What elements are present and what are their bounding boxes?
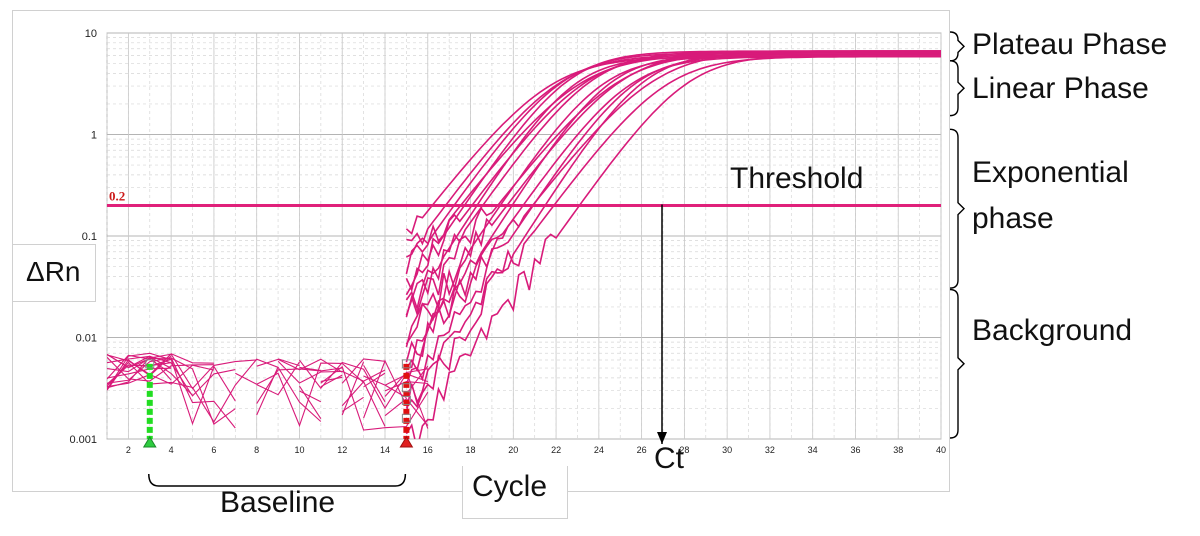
x-tick-label: 12 [337,445,347,455]
x-tick-label: 28 [679,445,689,455]
baseline-end-triangle [399,436,414,448]
baseline-label: Baseline [220,486,336,519]
phase-bracket [949,128,965,289]
threshold-label: Threshold [730,162,864,195]
y-tick-label: 0.001 [69,434,97,446]
x-tick-label: 8 [254,445,259,455]
background-noise-curve [107,356,428,416]
phase-bracket [949,60,965,117]
x-tick-label: 38 [893,445,903,455]
x-tick-label: 6 [211,445,216,455]
x-tick-label: 36 [850,445,860,455]
x-tick-label: 30 [722,445,732,455]
phase-bracket [949,31,965,62]
baseline-end-handle [401,383,411,393]
x-tick-label: 14 [380,445,390,455]
background-noise-curve [107,353,386,427]
baseline-start-handle [145,359,155,369]
phase-label-background: Background [972,314,1133,347]
y-tick-label: 0.01 [76,333,97,345]
x-tick-label: 26 [637,445,647,455]
y-tick-label: 10 [85,28,97,40]
x-tick-label: 22 [551,445,561,455]
baseline-start-triangle [142,436,157,448]
grid-group [106,32,942,440]
x-tick-label: 20 [508,445,518,455]
x-tick-label: 2 [126,445,131,455]
x-axis-label: Cycle [472,470,548,503]
y-tick-label: 0.1 [82,231,97,243]
amplification-curve [405,55,941,413]
x-tick-label: 24 [594,445,604,455]
y-axis-label: ΔRn [26,256,81,287]
amplification-curve [405,50,941,363]
y-tick-label: 1 [91,130,97,142]
phase-bracket [949,288,965,439]
baseline-end-handle [401,395,411,405]
baseline-end-handle [401,359,411,369]
x-tick-label: 32 [765,445,775,455]
x-tick-label: 34 [808,445,818,455]
amplification-curve [405,53,941,439]
x-tick-label: 18 [466,445,476,455]
baseline-end-handle [401,413,411,423]
x-tick-label: 16 [423,445,433,455]
background-noise-curve [107,358,386,423]
phase-label-exponential: Exponential phase [972,150,1172,242]
x-tick-label: 10 [294,445,304,455]
x-axis-label-box [462,466,568,519]
background-noise-curve [107,352,407,403]
phase-label-exponential-text: Exponential phase [972,156,1129,235]
y-axis-label-box [12,244,96,302]
background-noise-curve [107,355,429,426]
curves-group [107,50,941,439]
x-tick-label: 4 [169,445,174,455]
x-tick-label: 40 [936,445,946,455]
phase-label-plateau: Plateau Phase [972,28,1168,61]
ct-label: Ct [654,442,684,475]
phase-label-linear: Linear Phase [972,72,1149,105]
threshold-value-label: 0.2 [109,188,125,203]
chart-frame: 0.001 0.01 0.1 1 10 2 4 6 8 10 12 14 16 18 20 22 24 26 28 3… [12,10,950,492]
